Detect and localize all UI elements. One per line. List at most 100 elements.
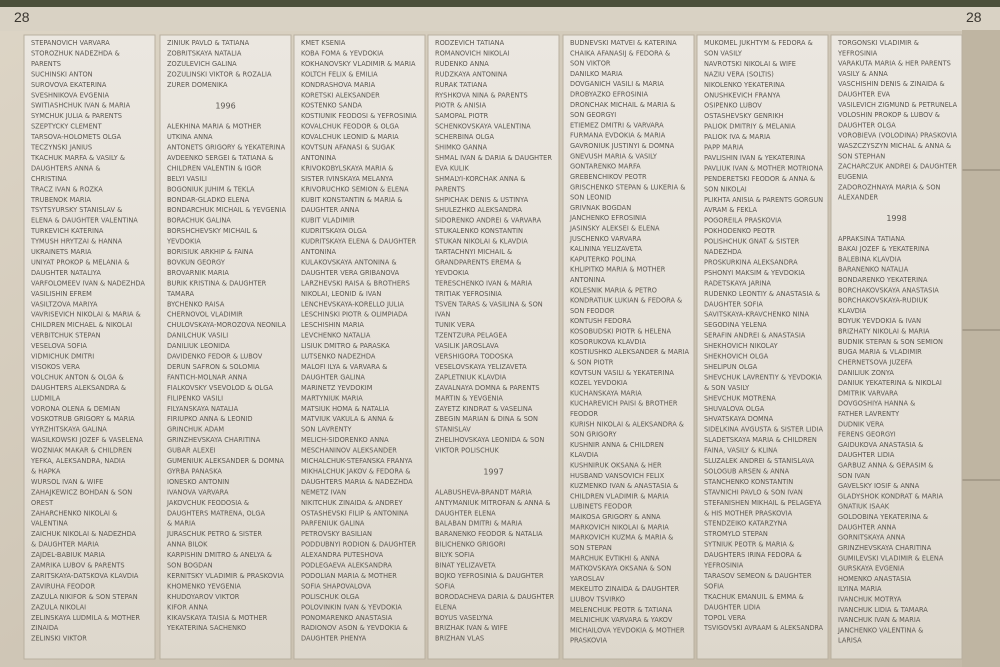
engraved-name: SON GRIGORY bbox=[570, 431, 617, 439]
engraved-name: DAUGHTER NATALIYA bbox=[31, 269, 101, 277]
engraved-name: FIRIUPKO ANNA & LEONID bbox=[167, 415, 253, 423]
engraved-name: MATVIUK VAKULA & ANNA & bbox=[301, 415, 394, 423]
engraved-name: DAUGHTER SOFIA bbox=[704, 300, 763, 308]
engraved-name: BRIZHAN VLAS bbox=[435, 635, 484, 643]
engraved-name: WURSOL IVAN & WIFE bbox=[31, 478, 103, 486]
engraved-name: SON GEORGYI bbox=[570, 111, 616, 119]
engraved-name: VERSHIGORA TODOSKA bbox=[435, 353, 513, 361]
engraved-name: SHEKHOVICH OLGA bbox=[704, 353, 769, 361]
engraved-name: DAUGHTERS MATRENA, OLGA bbox=[167, 509, 265, 517]
engraved-name: SUCHINSKI ANTON bbox=[31, 70, 93, 78]
engraved-name: PAPP MARIA bbox=[704, 144, 744, 152]
engraved-name: SISTER IVINSKAYA MELANYA bbox=[301, 175, 394, 183]
engraved-name: BONDARENKO YEKATERINA bbox=[838, 276, 928, 284]
name-panel: KMET KSENIA KOBA FOMA & YEVDOKIA KOKHANOVS… bbox=[293, 34, 426, 660]
engraved-name: BINAT YELIZAVETA bbox=[435, 562, 496, 570]
engraved-name: KAPUTERKO POLINA bbox=[570, 255, 636, 263]
engraved-name: MARKOVICH KUZMA & MARIA & bbox=[570, 534, 673, 542]
engraved-name: FILIPENKO VASILI bbox=[167, 394, 223, 402]
engraved-name: DAUGHTERS IRINA FEDORA & bbox=[704, 551, 802, 559]
engraved-name: BORISIUK ARKHIP & FAINA bbox=[167, 248, 254, 256]
engraved-name: KIFOR ANNA bbox=[167, 603, 208, 611]
engraved-name: VARFOLOMEEV IVAN & NADEZHDA bbox=[31, 279, 145, 287]
engraved-name: YEFKA, ALEKSANDRA, NADIA bbox=[30, 457, 126, 465]
engraved-name: DAUGHTER ANNA bbox=[838, 523, 897, 531]
engraved-name: ZAPLETNIUK KLAVDIA bbox=[435, 373, 507, 381]
engraved-name: KURISH NIKOLAI & ALEKSANDRA & bbox=[570, 420, 684, 428]
year-heading: 1997 bbox=[483, 467, 503, 476]
engraved-name: YEKATERINA SACHENKO bbox=[166, 624, 246, 632]
engraved-name: MICHAILOVA YEVDOKIA & MOTHER bbox=[570, 626, 685, 634]
engraved-name: ANTONINA bbox=[301, 248, 336, 256]
engraved-name: SHMAL IVAN & DARIA & DAUGHTER bbox=[435, 154, 552, 162]
engraved-name: KOSOBUDSKI PIOTR & HELENA bbox=[570, 328, 671, 336]
top-frame bbox=[0, 7, 1000, 31]
engraved-name: BILICHENKO GRIGORI bbox=[435, 541, 506, 549]
engraved-name: ANNA BILOK bbox=[167, 541, 208, 549]
engraved-name: KLAVDIA bbox=[838, 307, 867, 315]
engraved-name: NAVROTSKI NIKOLAI & WIFE bbox=[704, 60, 796, 68]
engraved-name: VIKTOR POLISCHUK bbox=[435, 447, 500, 455]
engraved-name: SOFIA bbox=[435, 582, 455, 590]
engraved-name: KOVALCHUK FEODOR & OLGA bbox=[301, 123, 399, 131]
engraved-name: BILYK SOFIA bbox=[435, 551, 475, 559]
engraved-name: SHIMKO GANNA bbox=[435, 144, 488, 152]
engraved-name: ZELINSKAYA LUDMILA & MOTHER bbox=[31, 614, 140, 622]
engraved-name: DAUGHTER VERA GRIBANOVA bbox=[301, 269, 400, 277]
engraved-name: BALABAN DMITRI & MARIA bbox=[435, 520, 523, 528]
engraved-name: SHPICHAK DENIS & USTINYA bbox=[435, 196, 529, 204]
engraved-name: FERENS GEORGYI bbox=[838, 431, 896, 439]
engraved-name: CHERNETSOVA JUZEFA bbox=[838, 358, 913, 366]
engraved-name: KUSHNIR ANNA & CHILDREN bbox=[570, 441, 664, 449]
engraved-name: MUKOMEL JUKHTYM & FEDORA & bbox=[704, 39, 813, 47]
engraved-name: ANTONINA bbox=[570, 276, 605, 284]
engraved-name: BROVARNIK MARIA bbox=[167, 269, 229, 277]
engraved-name: STAVNICHI PAVLO & SON IVAN bbox=[704, 488, 803, 496]
engraved-name: DOVGANICH VASILI & MARIA bbox=[570, 80, 664, 88]
engraved-name: TAMARA bbox=[166, 290, 195, 298]
engraved-name: SAVITSKAYA-KRAVCHENKO NINA bbox=[704, 311, 809, 319]
engraved-name: ZINIUK PAVLO & TATIANA bbox=[167, 39, 250, 47]
engraved-name: DANILIUK ZONYA bbox=[838, 369, 894, 377]
engraved-name: TARSOVA-HOLOMETS OLGA bbox=[30, 133, 122, 141]
engraved-name: ZOZULINSKI VIKTOR & ROZALIA bbox=[167, 70, 272, 78]
engraved-name: STANCHENKO KONSTANTIN bbox=[704, 478, 793, 486]
engraved-name: ZAVIRUHA FEODOR bbox=[31, 582, 95, 590]
engraved-name: LUBINETS FEODOR bbox=[570, 503, 632, 511]
year-heading: 1998 bbox=[886, 214, 906, 223]
foliage bbox=[0, 0, 1000, 7]
engraved-name: SYMCHUK JULIA & PARENTS bbox=[31, 112, 122, 120]
engraved-name: SAMOPAL PIOTR bbox=[435, 112, 489, 120]
engraved-name: SOLOGUB ARSEN & ANNA bbox=[704, 467, 790, 475]
engraved-name: PAVLISHIN IVAN & YEKATERINA bbox=[704, 154, 806, 162]
engraved-name: HOMENKO ANASTASIA bbox=[838, 575, 911, 583]
engraved-name: MICHALCHUK-STEFANSKA FRANYA bbox=[301, 457, 413, 465]
engraved-name: ZAJDEL-BABIUK MARIA bbox=[31, 551, 105, 559]
engraved-name: FURMANA EVDOKIA & MARIA bbox=[570, 132, 666, 140]
engraved-name: BURIK KRISTINA & DAUGHTER bbox=[167, 279, 267, 287]
engraved-name: ELENA bbox=[435, 603, 457, 611]
engraved-name: FIALKOVSKY VSEVOLOD & OLGA bbox=[167, 384, 273, 392]
panel-slab bbox=[427, 34, 560, 660]
engraved-name: LARISA bbox=[838, 637, 862, 645]
engraved-name: UKRAINETS MARIA bbox=[31, 248, 92, 256]
engraved-name: IVANCHUK IVAN & MARIA bbox=[838, 616, 921, 624]
engraved-name: POLOVINKIN IVAN & YEVDOKIA bbox=[301, 603, 402, 611]
engraved-name: GYRBA PANASKA bbox=[167, 467, 222, 475]
engraved-name: KOLESNIK MARIA & PETRO bbox=[570, 286, 657, 294]
engraved-name: CHRISTINA bbox=[31, 175, 67, 183]
engraved-name: TYMUSH HRYTZAI & HANNA bbox=[30, 238, 123, 246]
engraved-name: GORNITSKAYA ANNA bbox=[838, 534, 906, 542]
engraved-name: LESCHINSKI PIOTR & OLIMPIADA bbox=[301, 311, 408, 319]
engraved-name: GOLDOBINA YEKATERINA & bbox=[838, 513, 928, 521]
engraved-name: KIKAVSKAYA TAISIA & MOTHER bbox=[167, 614, 268, 622]
engraved-name: DERUN SAFRON & SOLOMIA bbox=[167, 363, 260, 371]
engraved-name: VOSKOTRUB GRIGORY & MARIA bbox=[31, 415, 135, 423]
engraved-name: KOZEL YEVDOKIA bbox=[570, 379, 628, 387]
engraved-name: ZARITSKAYA-DATSKOVA KLAVDIA bbox=[31, 572, 139, 580]
name-panel: RODZEVICH TATIANA ROMANOVICH NIKOLAI RUDEN… bbox=[427, 34, 560, 660]
engraved-name: LUDMILA bbox=[31, 394, 61, 402]
engraved-name: ETIEMEZ DMITRI & VARVARA bbox=[570, 121, 664, 129]
engraved-name: GUMILEVSKI VLADIMIR & ELENA bbox=[838, 554, 944, 562]
engraved-name: SIDORENKO ANDREI & VARVARA bbox=[435, 217, 542, 225]
